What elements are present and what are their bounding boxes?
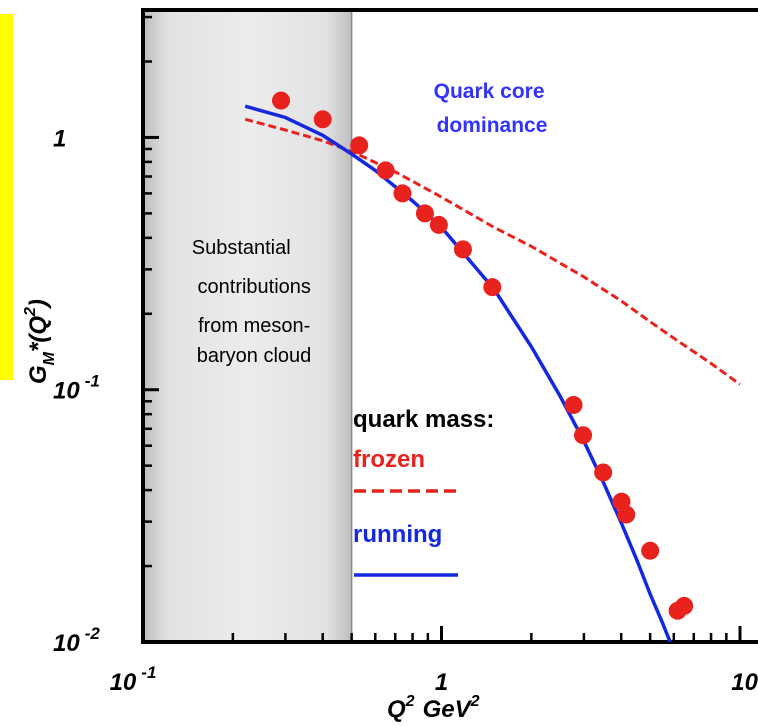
data-point	[393, 184, 412, 203]
legend-label-running: running	[353, 521, 442, 548]
legend-label-frozen: frozen	[353, 446, 425, 473]
legend: quark mass: frozen running	[353, 406, 494, 577]
legend-title: quark mass:	[353, 406, 494, 433]
y-tick-label: 1	[53, 125, 66, 152]
highlight-strip	[0, 14, 13, 380]
data-point	[453, 240, 472, 259]
series-running-line	[244, 104, 673, 642]
y-tick-label: 10 -2	[53, 624, 100, 657]
x-axis-label: Q	[387, 696, 406, 723]
x-axis-unit: GeV	[423, 696, 473, 723]
data-point	[376, 161, 395, 180]
data-point	[675, 596, 694, 615]
x-tick-label: 10	[731, 669, 758, 696]
y-axis-label: G	[25, 365, 52, 384]
x-axis-label-exp: 2	[405, 693, 415, 710]
data-point	[574, 426, 593, 445]
data-points	[272, 91, 694, 620]
x-axis-title: Q2 GeV2	[387, 693, 480, 723]
shaded-text-line-4: baryon cloud	[197, 345, 312, 367]
tick-labels: 10 -1 1 10 10 -2 10 -1 1	[53, 125, 758, 696]
quark-core-annotation: Quark core dominance	[434, 80, 551, 137]
data-point	[483, 278, 502, 297]
shaded-region-text: Substantial contributions from meson- ba…	[192, 237, 317, 367]
shaded-text-line-1: Substantial	[192, 237, 291, 259]
y-axis-label-exp: 2	[22, 307, 39, 317]
shaded-text-line-3: from meson-	[198, 315, 310, 337]
shaded-text-line-2: contributions	[198, 276, 311, 298]
y-axis-title: GM*(Q2)	[22, 299, 58, 384]
x-tick-label: 1	[435, 669, 448, 696]
data-point	[564, 395, 583, 414]
data-point	[350, 136, 369, 155]
series-frozen-line	[244, 117, 741, 386]
y-tick-label: 10 -1	[53, 372, 100, 405]
data-point	[641, 541, 660, 560]
y-axis-label-sub: M	[41, 351, 58, 365]
annotation-line-1: Quark core	[434, 80, 545, 103]
x-axis-unit-exp: 2	[470, 693, 480, 710]
data-point	[429, 215, 448, 234]
y-axis-label-rest: *(Q	[25, 316, 52, 352]
data-point	[617, 505, 636, 524]
plot-frame	[141, 8, 758, 644]
data-point	[415, 204, 434, 223]
axis-ticks	[141, 15, 742, 644]
annotation-line-2: dominance	[437, 114, 548, 137]
data-point	[594, 463, 613, 482]
data-point	[272, 91, 291, 110]
data-point	[313, 110, 332, 129]
x-tick-label: 10 -1	[110, 663, 157, 696]
y-axis-label-close: )	[25, 299, 52, 310]
